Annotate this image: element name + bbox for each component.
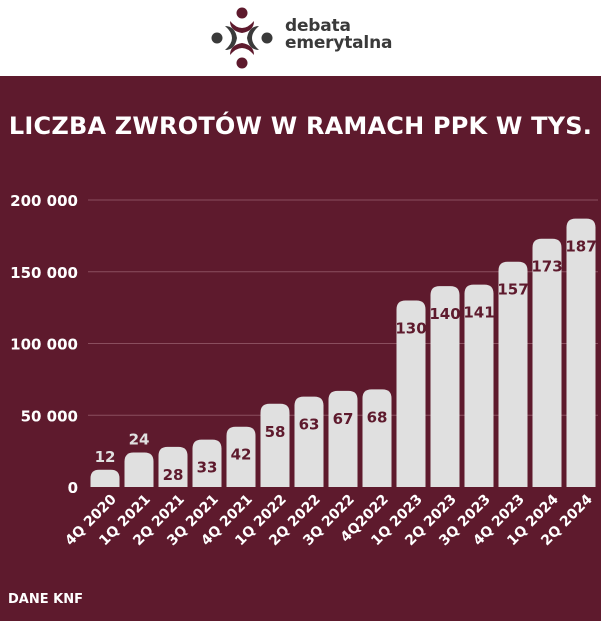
- data-label: 187: [565, 238, 596, 256]
- logo-icon: [211, 7, 273, 69]
- brand-name: debata emerytalna: [285, 18, 392, 52]
- data-label: 33: [197, 459, 218, 477]
- data-label: 24: [129, 431, 150, 449]
- bar: [124, 452, 154, 487]
- brand-name-line1: debata: [285, 16, 351, 36]
- bar: [192, 439, 222, 487]
- bar: [464, 284, 494, 487]
- data-label: 63: [299, 416, 320, 434]
- data-label: 141: [463, 304, 494, 322]
- data-label: 157: [497, 281, 528, 299]
- source-note: DANE KNF: [8, 592, 83, 607]
- bar: [158, 446, 188, 487]
- brand-name-line2: emerytalna: [285, 33, 393, 53]
- data-label: 173: [531, 258, 562, 276]
- bar: [294, 396, 324, 487]
- data-label: 28: [163, 466, 184, 484]
- y-tick-label: 150 000: [10, 264, 78, 282]
- bar: [396, 300, 426, 487]
- bar: [566, 218, 596, 487]
- data-label: 68: [367, 408, 388, 426]
- chart-title: LICZBA ZWROTÓW W RAMACH PPK W TYS.: [8, 112, 593, 140]
- y-tick-label: 100 000: [10, 336, 78, 354]
- bar: [498, 261, 528, 487]
- y-tick-label: 200 000: [10, 192, 78, 210]
- bar: [90, 469, 120, 487]
- y-tick-label: 50 000: [21, 407, 78, 425]
- bar: [328, 390, 358, 487]
- data-label: 58: [265, 423, 286, 441]
- data-label: 12: [95, 448, 116, 466]
- data-label: 42: [231, 446, 252, 464]
- data-label: 140: [429, 305, 460, 323]
- y-tick-label: 0: [68, 479, 78, 497]
- header: debata emerytalna: [0, 0, 601, 76]
- bar: [226, 426, 256, 487]
- bar: [260, 403, 290, 487]
- bar: [430, 286, 460, 487]
- data-label: 130: [395, 319, 426, 337]
- data-label: 67: [333, 410, 354, 428]
- bar: [532, 238, 562, 487]
- bar: [362, 389, 392, 487]
